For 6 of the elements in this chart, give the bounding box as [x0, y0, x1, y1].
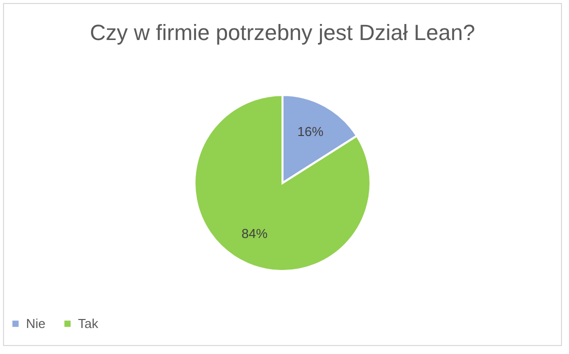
pie-slice [194, 94, 372, 272]
chart-title: Czy w firmie potrzebny jest Dział Lean? [90, 20, 476, 45]
legend-label: Tak [78, 316, 99, 331]
data-label: 84% [242, 226, 268, 241]
legend-label: Nie [26, 316, 46, 331]
data-label: 16% [297, 124, 324, 140]
